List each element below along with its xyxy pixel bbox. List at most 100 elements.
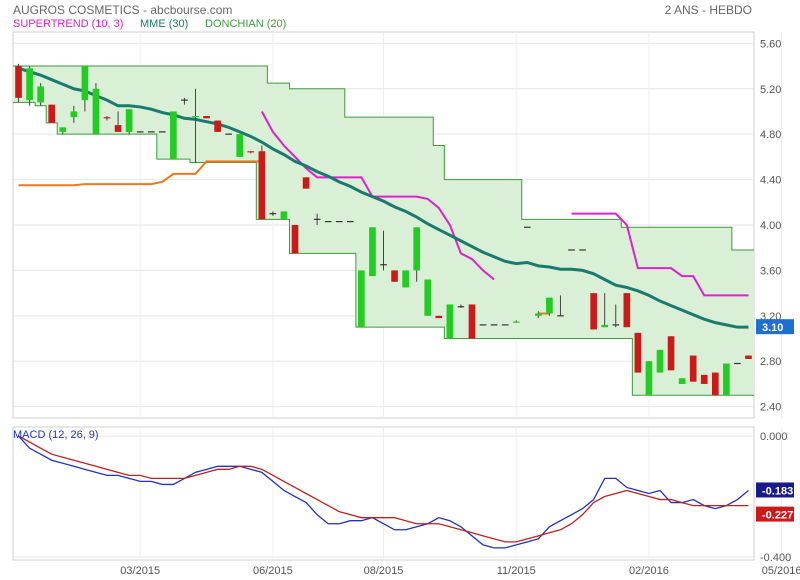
candle	[37, 83, 44, 106]
value-badges: 3.10 -0.183 -0.227	[756, 319, 794, 522]
candle-body	[656, 349, 664, 373]
candle-body	[280, 211, 288, 220]
candle	[48, 104, 56, 123]
macd-value-badge: -0.183	[762, 485, 793, 497]
candle	[81, 66, 89, 112]
last-price-badge-bg	[756, 319, 794, 335]
candle	[689, 355, 697, 382]
price-tick-label: 4.40	[760, 175, 781, 187]
candle	[247, 151, 255, 154]
candle-body	[402, 270, 409, 288]
candle	[667, 336, 675, 371]
candle	[302, 177, 310, 189]
candle-body	[291, 225, 299, 254]
candle	[723, 363, 730, 396]
candle-body	[391, 270, 398, 282]
candle	[125, 109, 133, 135]
legend-donchian: DONCHIAN (20)	[205, 18, 287, 30]
candle	[601, 293, 609, 328]
candle	[623, 293, 631, 328]
x-tick-label: 08/2015	[364, 565, 404, 577]
macd-tick-label: -0.400	[760, 552, 791, 564]
legend-supertrend: SUPERTREND (10, 3)	[13, 18, 124, 30]
candle	[92, 83, 100, 135]
candles	[15, 63, 752, 396]
candle-body	[258, 151, 266, 220]
supertrend-segment	[18, 160, 262, 187]
macd-label: MACD (12, 26, 9)	[13, 429, 99, 441]
price-tick-label: 2.80	[760, 356, 781, 368]
candle	[291, 225, 299, 254]
candle-body	[446, 304, 454, 339]
candle-body	[70, 111, 78, 118]
candle-body	[81, 66, 89, 101]
ema30-line	[18, 66, 749, 329]
x-tick-label: 05/2016	[762, 565, 800, 577]
candle-body	[435, 315, 443, 319]
candle	[590, 293, 597, 330]
candle	[313, 213, 321, 225]
signal-value-badge: -0.227	[762, 510, 793, 522]
macd-value-badge-bg	[756, 482, 794, 498]
candle-body	[512, 321, 520, 323]
candle	[181, 97, 188, 105]
price-tick-label: 5.20	[760, 84, 781, 96]
candle	[645, 361, 653, 396]
candle	[380, 230, 387, 271]
candle-body	[711, 372, 719, 396]
x-tick-label: 03/2015	[120, 565, 160, 577]
candle	[369, 227, 376, 277]
candle	[745, 355, 752, 359]
candle	[114, 111, 122, 132]
macd-line	[18, 435, 749, 549]
last-price-badge: 3.10	[762, 322, 783, 334]
candle	[214, 120, 221, 132]
candle-body	[236, 134, 244, 157]
x-tick-label: 11/2015	[497, 565, 536, 577]
macd-lines	[18, 435, 749, 549]
candle	[457, 304, 465, 308]
candle-body	[48, 104, 56, 123]
candle-body	[247, 151, 255, 153]
candle	[546, 297, 553, 316]
price-tick-label: 3.60	[760, 265, 781, 277]
candle	[26, 66, 33, 106]
candle-body	[745, 355, 752, 359]
candle-body	[170, 111, 177, 160]
candle-body	[37, 86, 44, 103]
candle	[70, 105, 78, 123]
candle	[402, 270, 409, 288]
candle-body	[203, 116, 210, 119]
chart-period: 2 ANS - HEBDO	[664, 3, 752, 17]
candle	[711, 372, 719, 396]
candle	[446, 304, 454, 339]
candle	[192, 88, 199, 163]
candle	[512, 320, 520, 323]
candle-body	[535, 313, 542, 316]
donchian-lower	[13, 101, 754, 396]
candle	[557, 295, 564, 317]
candle-body	[546, 297, 553, 314]
candle-body	[678, 378, 686, 384]
macd-tick-label: 0.000	[760, 431, 788, 443]
candle	[391, 270, 398, 282]
candle	[435, 315, 443, 319]
signal-line	[18, 435, 749, 543]
candle-body	[192, 116, 199, 118]
candle	[358, 270, 365, 328]
candle	[269, 211, 277, 216]
candle-body	[601, 324, 609, 328]
candle	[258, 145, 266, 220]
candle-body	[358, 270, 365, 328]
price-tick-label: 4.80	[760, 129, 781, 141]
price-tick-label: 5.60	[760, 38, 781, 50]
candle-body	[302, 177, 310, 189]
supertrend-segment	[571, 212, 749, 297]
candle-body	[125, 109, 133, 132]
candle-body	[214, 120, 221, 132]
candle-body	[15, 66, 22, 98]
candle-body	[645, 361, 653, 396]
candle	[203, 116, 210, 119]
candle-body	[114, 125, 122, 132]
